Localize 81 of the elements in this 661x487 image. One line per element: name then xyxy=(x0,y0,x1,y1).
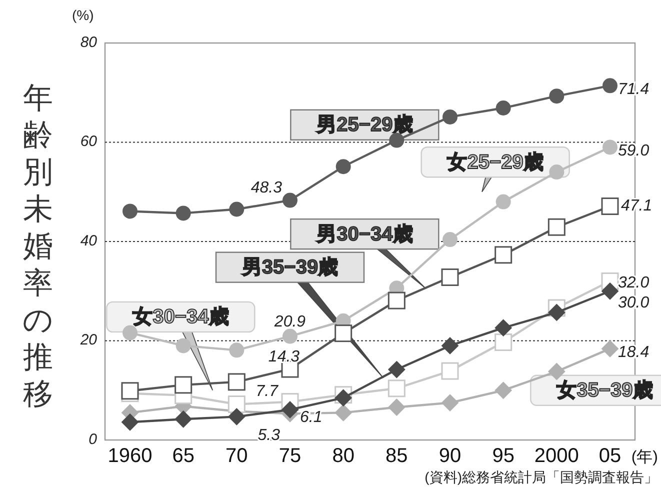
point xyxy=(174,410,192,428)
point xyxy=(441,362,459,380)
data-label: 14.3 xyxy=(268,348,300,366)
y-tick-label: 0 xyxy=(88,430,98,448)
point xyxy=(282,328,298,344)
point xyxy=(336,159,351,174)
data-label: 59.0 xyxy=(618,142,650,160)
series-label: 男25−29歳 xyxy=(316,114,413,136)
series-label: 男30−34歳 xyxy=(316,223,413,246)
point xyxy=(122,204,138,219)
x-tick-label: 90 xyxy=(438,445,462,467)
point xyxy=(496,194,511,210)
point xyxy=(122,325,138,340)
data-label: 18.4 xyxy=(618,344,650,361)
data-label: 5.3 xyxy=(258,426,280,444)
point xyxy=(229,342,244,358)
x-tick-label: 80 xyxy=(332,445,354,467)
point xyxy=(388,380,406,398)
data-label: 7.7 xyxy=(256,383,280,400)
point xyxy=(494,382,512,399)
data-label: 20.9 xyxy=(273,314,306,331)
text: (資料)総務省統計局「国勢調査報告」 xyxy=(424,469,658,485)
point xyxy=(388,292,406,310)
point xyxy=(282,401,298,418)
y-tick-label: 20 xyxy=(79,332,98,349)
point xyxy=(496,100,511,116)
point xyxy=(602,340,618,358)
point xyxy=(388,361,406,378)
x-axis-title: (年) xyxy=(631,449,658,466)
point xyxy=(228,373,246,391)
point xyxy=(174,376,192,394)
x-tick-label: 1960 xyxy=(108,445,152,467)
point xyxy=(176,338,191,354)
point xyxy=(122,414,138,431)
y-tick-label: 60 xyxy=(80,133,98,150)
point xyxy=(228,396,246,414)
point xyxy=(549,164,564,180)
point xyxy=(176,206,191,221)
x-tick-label: 85 xyxy=(386,445,408,467)
point xyxy=(549,88,564,104)
point xyxy=(602,78,618,94)
point xyxy=(334,324,352,342)
y-axis-title: (%) xyxy=(72,7,94,23)
point xyxy=(334,404,352,422)
point xyxy=(494,319,512,336)
x-tick-label: 70 xyxy=(226,445,248,467)
series-label: 女25−29歳 xyxy=(446,151,544,174)
point xyxy=(602,282,618,300)
data-label: 48.3 xyxy=(250,180,282,197)
data-label: 71.4 xyxy=(618,80,650,98)
point xyxy=(388,398,406,416)
point xyxy=(494,333,512,351)
point xyxy=(548,363,566,380)
series-label: 女35−39歳 xyxy=(556,380,653,402)
point xyxy=(389,132,404,148)
x-tick-label: 2000 xyxy=(534,445,579,467)
point xyxy=(442,337,458,354)
data-label: 30.0 xyxy=(618,294,650,312)
point xyxy=(442,394,458,412)
y-tick-label: 80 xyxy=(80,34,98,51)
point xyxy=(228,408,246,426)
title: 年齢別未婚率の推移 xyxy=(22,82,54,411)
point xyxy=(282,192,298,208)
point xyxy=(334,389,352,406)
point xyxy=(602,140,618,155)
point xyxy=(548,218,566,236)
data-label: 47.1 xyxy=(621,197,652,214)
y-tick-label: 40 xyxy=(80,232,98,250)
point xyxy=(494,246,512,264)
x-tick-label: 05 xyxy=(598,445,622,467)
data-label: 6.1 xyxy=(300,408,322,426)
point xyxy=(601,198,619,216)
point xyxy=(548,304,566,321)
point xyxy=(442,232,458,248)
point xyxy=(442,109,458,124)
x-tick-label: 65 xyxy=(172,445,194,467)
point xyxy=(441,268,459,286)
x-tick-label: 75 xyxy=(278,445,302,467)
data-label: 32.0 xyxy=(618,274,650,292)
point xyxy=(229,202,244,217)
x-tick-label: 95 xyxy=(492,445,514,467)
